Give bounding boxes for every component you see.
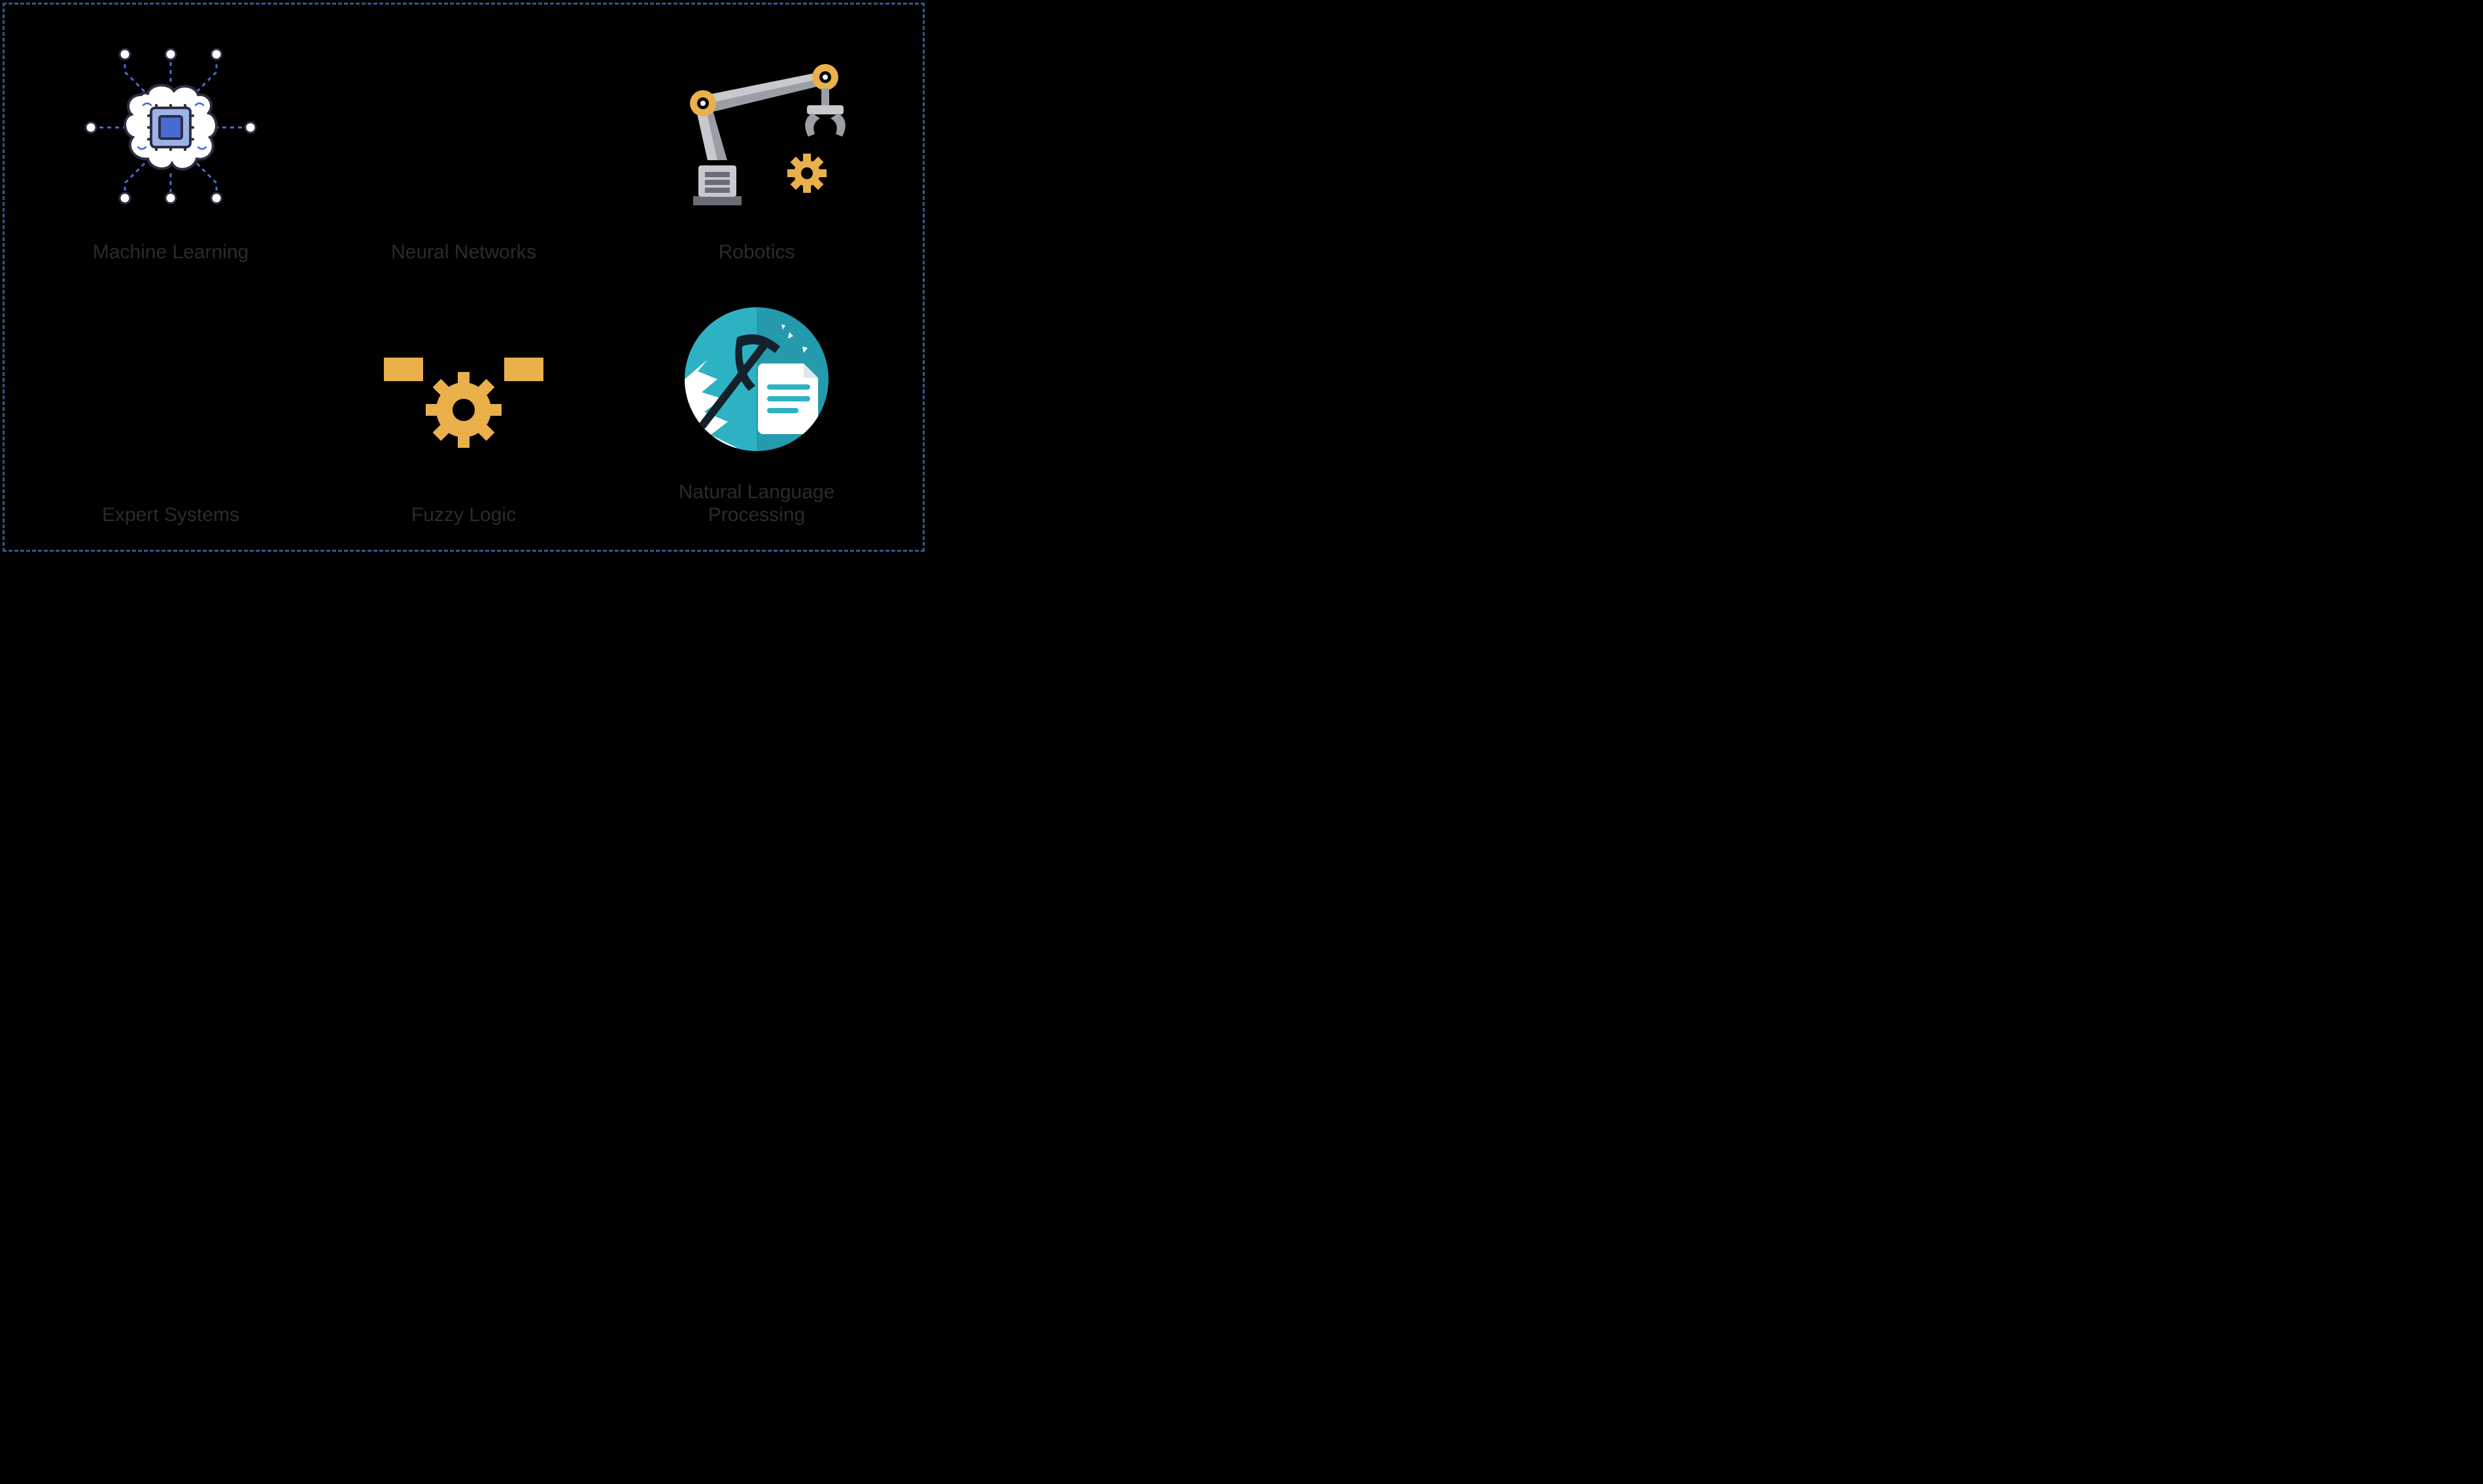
robot-arm-icon — [610, 18, 903, 237]
cell-machine-learning: Machine Learning — [24, 18, 317, 280]
blank-icon — [317, 18, 610, 237]
gear-balance-icon — [317, 280, 610, 500]
cell-neural-networks: Neural Networks — [317, 18, 610, 280]
label-expert-systems: Expert Systems — [102, 504, 239, 527]
blank-icon — [24, 280, 317, 500]
label-fuzzy-logic: Fuzzy Logic — [411, 504, 516, 527]
cell-expert-systems: Expert Systems — [24, 280, 317, 543]
cell-fuzzy-logic: Fuzzy Logic — [317, 280, 610, 543]
label-machine-learning: Machine Learning — [93, 241, 249, 264]
label-nlp: Natural Language Processing — [632, 481, 881, 526]
label-neural-networks: Neural Networks — [391, 241, 536, 264]
brain-chip-icon — [24, 18, 317, 237]
cell-nlp: Natural Language Processing — [610, 280, 903, 543]
mining-doc-icon — [610, 280, 903, 477]
diagram-frame: Machine Learning Neural Networks — [3, 3, 925, 552]
label-robotics: Robotics — [719, 241, 795, 264]
cell-robotics: Robotics — [610, 18, 903, 280]
diagram-grid: Machine Learning Neural Networks — [5, 5, 923, 550]
